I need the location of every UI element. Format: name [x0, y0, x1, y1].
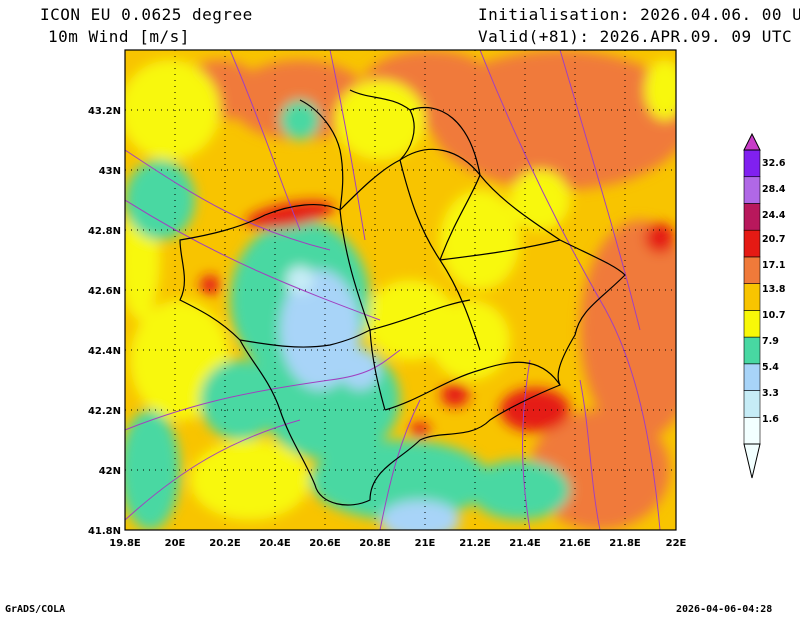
colorbar-cell — [743, 229, 761, 258]
x-tick-label: 22E — [666, 538, 687, 549]
colorbar-cell — [743, 390, 761, 418]
colorbar-cell — [743, 256, 761, 284]
colorbar-cell — [743, 203, 761, 231]
colorbar-label: 17.1 — [762, 260, 785, 271]
initialisation-label: Initialisation: 2026.04.06. 00 UTC — [478, 5, 800, 24]
colorbar-label: 28.4 — [762, 184, 786, 195]
colorbar: 1.6 3.3 5.4 7.9 10.7 13.8 17.1 20.7 24.4… — [743, 132, 786, 479]
y-tick-label: 42.4N — [88, 346, 121, 357]
colorbar-label: 24.4 — [762, 210, 786, 221]
x-tick-label: 21.6E — [559, 538, 591, 549]
colorbar-label: 13.8 — [762, 284, 786, 295]
colorbar-label: 3.3 — [762, 388, 779, 399]
colorbar-cell — [743, 336, 761, 365]
variable-title: 10m Wind [m/s] — [48, 27, 190, 46]
colorbar-cell — [743, 149, 761, 178]
x-axis: 19.8E 20E 20.2E 20.4E 20.6E 20.8E 21E 21… — [109, 538, 686, 549]
valid-time-label: Valid(+81): 2026.APR.09. 09 UTC — [478, 27, 793, 46]
colorbar-label: 5.4 — [762, 362, 779, 373]
colorbar-cell — [743, 416, 761, 445]
wind-streamlines — [125, 50, 661, 530]
credit-label: GrADS/COLA — [5, 604, 66, 615]
colorbar-cell — [743, 363, 761, 391]
y-tick-label: 42N — [99, 466, 121, 477]
y-tick-label: 42.8N — [88, 226, 121, 237]
colorbar-label: 1.6 — [762, 414, 779, 425]
colorbar-label: 10.7 — [762, 310, 785, 321]
colorbar-cell — [743, 310, 761, 338]
colorbar-label: 20.7 — [762, 234, 785, 245]
colorbar-cell — [743, 176, 761, 204]
gridlines — [125, 50, 676, 530]
wind-field — [125, 50, 676, 530]
colorbar-high-arrow — [743, 132, 761, 151]
x-tick-label: 20E — [165, 538, 186, 549]
model-title: ICON EU 0.0625 degree — [40, 5, 253, 24]
x-tick-label: 20.2E — [209, 538, 241, 549]
y-axis: 41.8N 42N 42.2N 42.4N 42.6N 42.8N 43N 43… — [88, 106, 121, 537]
colorbar-label: 7.9 — [762, 336, 779, 347]
y-tick-label: 42.6N — [88, 286, 121, 297]
colorbar-cells — [743, 149, 761, 445]
x-tick-label: 21.4E — [509, 538, 541, 549]
y-tick-label: 42.2N — [88, 406, 121, 417]
x-tick-label: 19.8E — [109, 538, 141, 549]
admin-borders — [179, 89, 626, 506]
map-frame — [124, 49, 677, 531]
y-tick-label: 41.8N — [88, 526, 121, 537]
colorbar-low-arrow — [743, 443, 761, 479]
x-tick-label: 21.8E — [609, 538, 641, 549]
colorbar-label: 32.6 — [762, 158, 786, 169]
timestamp-label: 2026-04-06-04:28 — [676, 604, 773, 615]
x-tick-label: 20.4E — [259, 538, 291, 549]
y-tick-label: 43.2N — [88, 106, 121, 117]
x-tick-label: 21E — [415, 538, 436, 549]
x-tick-label: 20.6E — [309, 538, 341, 549]
x-tick-label: 20.8E — [359, 538, 391, 549]
x-tick-label: 21.2E — [459, 538, 491, 549]
colorbar-cell — [743, 283, 761, 311]
y-tick-label: 43N — [99, 166, 121, 177]
